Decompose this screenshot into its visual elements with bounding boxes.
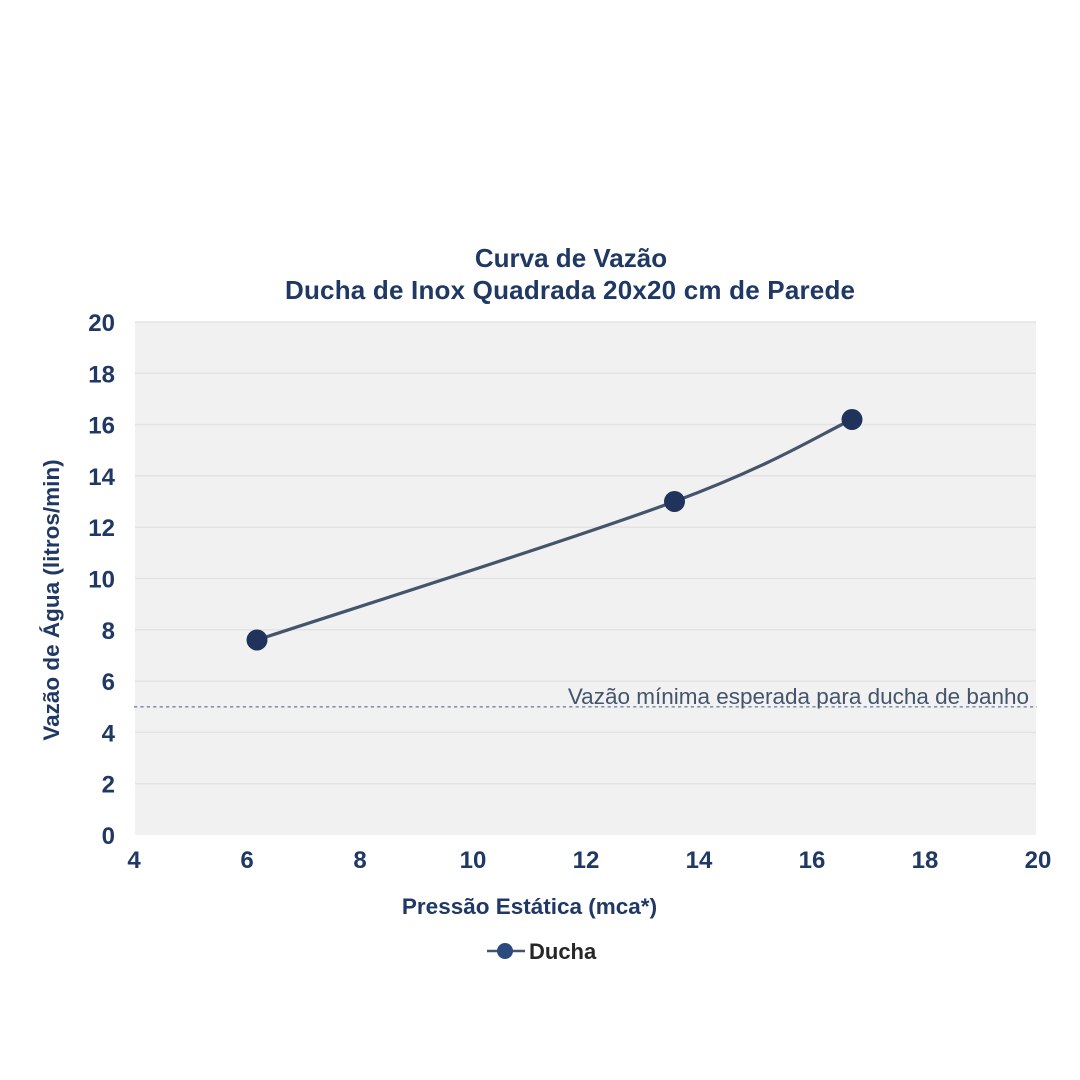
svg-text:Vazão de Água (litros/min): Vazão de Água (litros/min) [39,459,64,740]
svg-text:Ducha de Inox Quadrada 20x20 c: Ducha de Inox Quadrada 20x20 cm de Pared… [285,275,855,305]
svg-text:Pressão Estática (mca*): Pressão Estática (mca*) [402,894,657,919]
svg-text:20: 20 [1025,847,1052,874]
svg-text:18: 18 [88,361,115,388]
svg-text:8: 8 [102,618,115,645]
svg-text:20: 20 [88,310,115,337]
svg-text:4: 4 [102,720,116,747]
svg-text:Ducha: Ducha [529,939,597,964]
svg-text:16: 16 [88,413,115,440]
svg-text:Curva de Vazão: Curva de Vazão [475,243,667,273]
svg-text:0: 0 [102,823,115,850]
svg-text:4: 4 [127,847,141,874]
svg-text:14: 14 [686,847,713,874]
svg-text:12: 12 [573,847,600,874]
svg-text:12: 12 [88,515,115,542]
svg-text:10: 10 [460,847,487,874]
svg-text:6: 6 [102,669,115,696]
svg-text:2: 2 [102,772,115,799]
svg-text:8: 8 [353,847,366,874]
svg-text:6: 6 [240,847,253,874]
svg-text:18: 18 [912,847,939,874]
svg-text:14: 14 [88,464,115,491]
svg-text:16: 16 [799,847,826,874]
svg-text:Vazão mínima esperada para duc: Vazão mínima esperada para ducha de banh… [568,684,1029,709]
svg-text:10: 10 [88,567,115,594]
